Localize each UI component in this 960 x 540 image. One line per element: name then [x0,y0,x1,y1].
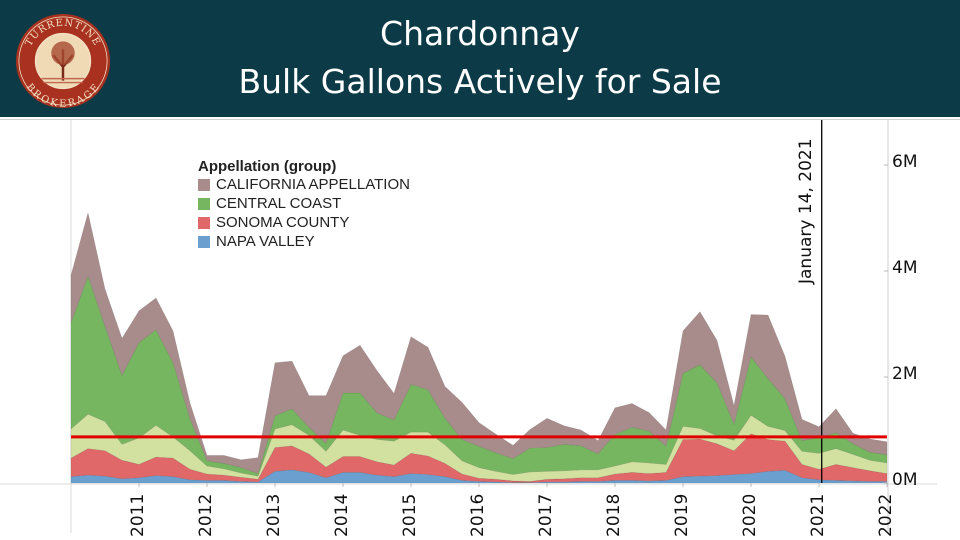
header-divider [0,119,960,120]
legend-swatch [198,235,210,248]
y-tick-label: 0M [892,470,918,490]
legend-item: CALIFORNIA APPELLATION [198,175,410,194]
x-tick-label: 2015 [400,493,420,537]
annotation-label: January 14, 2021 [796,138,816,284]
title-line-1: Chardonnay [380,14,580,53]
x-tick-label: 2013 [264,493,284,537]
y-tick-label: 6M [892,152,918,172]
area-california-appellation [70,212,888,474]
x-tick-label: 2014 [332,493,352,537]
area-other [70,413,888,482]
legend-title: Appellation (group) [198,158,337,175]
y-tick-label: 2M [892,364,918,384]
legend-label: SONOMA COUNTY [216,214,350,231]
stacked-area-chart [0,120,937,533]
header-banner: TURRENTINE BROKERAGE Chardonnay Bulk Gal… [0,0,960,117]
y-tick-label: 4M [892,258,918,278]
legend-swatch [198,216,210,229]
legend-label: NAPA VALLEY [216,233,315,250]
turrentine-logo: TURRENTINE BROKERAGE [15,13,111,110]
legend-item: CENTRAL COAST [198,194,410,213]
x-tick-label: 2017 [536,493,556,537]
x-tick-label: 2011 [128,493,148,537]
title-line-2: Bulk Gallons Actively for Sale [238,62,722,101]
x-tick-label: 2016 [468,493,488,537]
legend-label: CENTRAL COAST [216,195,342,212]
x-tick-label: 2022 [876,493,896,537]
legend-item: SONOMA COUNTY [198,213,410,232]
tree-icon [51,41,75,65]
chart-legend: Appellation (group) CALIFORNIA APPELLATI… [198,158,410,251]
legend-swatch [198,178,210,191]
x-tick-label: 2020 [740,493,760,537]
legend-item: NAPA VALLEY [198,232,410,251]
x-tick-label: 2019 [672,493,692,537]
legend-label: CALIFORNIA APPELLATION [216,176,410,193]
x-tick-label: 2021 [808,493,828,537]
legend-swatch [198,197,210,210]
x-tick-label: 2012 [196,493,216,537]
x-tick-label: 2018 [604,493,624,537]
